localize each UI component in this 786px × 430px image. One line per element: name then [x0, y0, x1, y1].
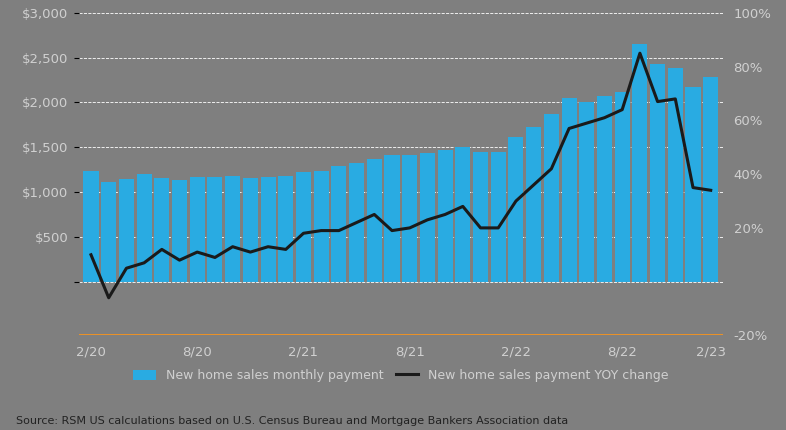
- Bar: [544, 114, 559, 282]
- Bar: [526, 127, 542, 282]
- Bar: [154, 178, 169, 282]
- Bar: [455, 147, 470, 282]
- Bar: [703, 77, 718, 282]
- Bar: [208, 177, 222, 282]
- Bar: [615, 92, 630, 282]
- Bar: [509, 137, 523, 282]
- Bar: [438, 150, 453, 282]
- Bar: [561, 98, 577, 282]
- Bar: [597, 96, 612, 282]
- Bar: [402, 155, 417, 282]
- Bar: [260, 177, 276, 282]
- Bar: [296, 172, 311, 282]
- Bar: [225, 176, 241, 282]
- Bar: [367, 159, 382, 282]
- Bar: [119, 178, 134, 282]
- Bar: [349, 163, 364, 282]
- Bar: [633, 44, 648, 282]
- Bar: [83, 172, 98, 282]
- Bar: [579, 101, 594, 282]
- Bar: [384, 155, 399, 282]
- Bar: [650, 64, 665, 282]
- Bar: [473, 152, 488, 282]
- Bar: [137, 174, 152, 282]
- Bar: [490, 152, 505, 282]
- Bar: [685, 87, 700, 282]
- Bar: [314, 171, 329, 282]
- Bar: [101, 182, 116, 282]
- Bar: [243, 178, 258, 282]
- Bar: [668, 68, 683, 282]
- Legend: New home sales monthly payment, New home sales payment YOY change: New home sales monthly payment, New home…: [128, 364, 674, 387]
- Bar: [420, 153, 435, 282]
- Bar: [189, 177, 205, 282]
- Bar: [332, 166, 347, 282]
- Bar: [278, 176, 293, 282]
- Text: Source: RSM US calculations based on U.S. Census Bureau and Mortgage Bankers Ass: Source: RSM US calculations based on U.S…: [16, 416, 568, 426]
- Bar: [172, 180, 187, 282]
